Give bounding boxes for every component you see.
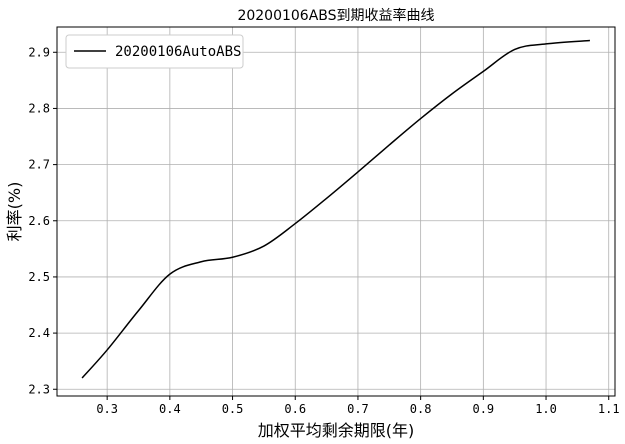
x-tick-label-8: 1.1 xyxy=(598,402,620,416)
series-line-0 xyxy=(81,39,590,379)
y-tick-label-6: 2.9 xyxy=(28,45,50,59)
x-tick-label-7: 1.0 xyxy=(535,402,557,416)
y-tick-label-1: 2.4 xyxy=(28,326,50,340)
y-axis-ticks: 2.3 2.4 2.5 2.6 2.7 2.8 2.9 xyxy=(28,45,57,396)
plot-frame xyxy=(56,26,616,397)
x-tick-label-0: 0.3 xyxy=(96,402,118,416)
y-tick-label-3: 2.6 xyxy=(28,214,50,228)
y-tick-label-0: 2.3 xyxy=(28,382,50,396)
chart-title: 20200106ABS到期收益率曲线 xyxy=(237,7,434,24)
x-tick-label-6: 0.9 xyxy=(472,402,494,416)
y-tick-label-2: 2.5 xyxy=(28,270,50,284)
series-layer xyxy=(81,39,590,379)
legend-label-0: 20200106AutoABS xyxy=(115,44,241,60)
x-axis-ticks: 0.3 0.4 0.5 0.6 0.7 0.8 0.9 1.0 1.1 xyxy=(96,396,620,416)
x-tick-label-3: 0.6 xyxy=(284,402,306,416)
x-tick-label-5: 0.8 xyxy=(410,402,432,416)
x-axis-label: 加权平均剩余期限(年) xyxy=(258,421,415,440)
y-tick-label-5: 2.8 xyxy=(28,101,50,115)
grid xyxy=(57,27,615,396)
y-tick-label-4: 2.7 xyxy=(28,158,50,172)
x-tick-label-4: 0.7 xyxy=(347,402,369,416)
y-axis-label: 利率(%) xyxy=(5,182,24,242)
legend: 20200106AutoABS xyxy=(65,34,244,69)
legend-box xyxy=(65,34,244,69)
x-tick-label-1: 0.4 xyxy=(159,402,181,416)
x-tick-label-2: 0.5 xyxy=(222,402,244,416)
